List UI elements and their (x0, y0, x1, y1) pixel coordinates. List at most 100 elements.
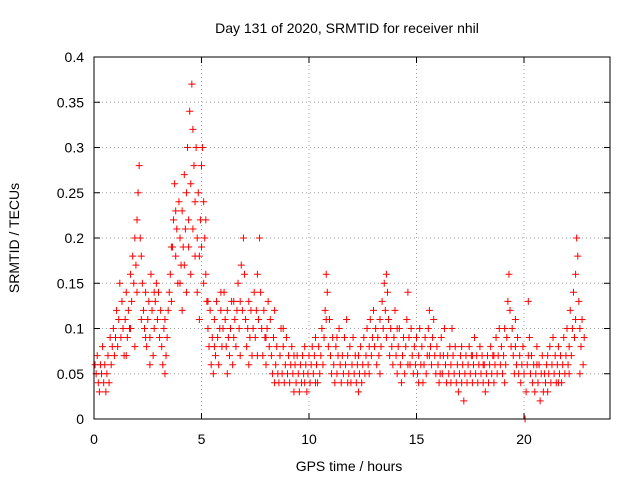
data-point (104, 352, 112, 360)
data-point (172, 252, 180, 260)
data-point (182, 189, 190, 197)
data-point (192, 144, 200, 151)
data-point (290, 352, 298, 360)
data-point (143, 343, 151, 351)
data-point (236, 297, 244, 305)
data-point (534, 379, 542, 387)
data-point (144, 315, 152, 323)
data-point (230, 297, 238, 305)
data-point (479, 361, 487, 369)
data-point (511, 315, 519, 323)
data-point (481, 388, 489, 396)
data-point (375, 352, 383, 360)
data-point (391, 306, 399, 314)
data-point (401, 370, 409, 378)
data-point (236, 352, 244, 360)
data-point (225, 352, 233, 360)
data-point (524, 297, 532, 305)
data-point (311, 334, 319, 342)
data-point (422, 370, 430, 378)
data-point (554, 343, 562, 351)
data-point (569, 288, 577, 296)
data-point (531, 388, 539, 396)
data-point (235, 325, 243, 332)
data-point (357, 343, 365, 351)
data-point (390, 334, 398, 342)
data-point (127, 270, 135, 278)
data-point (490, 352, 498, 360)
x-axis-label: GPS time / hours (296, 458, 403, 474)
x-tick-label: 0 (90, 431, 98, 447)
data-point (425, 306, 433, 314)
data-point (447, 361, 455, 369)
data-point (178, 306, 186, 314)
y-tick-label: 0.1 (65, 321, 85, 337)
data-point (207, 361, 215, 369)
data-point (451, 343, 459, 351)
data-point (210, 315, 218, 323)
tick-labels: 0 0.05 0.1 0.15 0.2 0.25 0.3 0.35 0.4 0 5 10 15 20 (57, 49, 532, 447)
data-point (95, 388, 103, 396)
data-point (252, 306, 260, 314)
data-point (180, 261, 188, 269)
data-point (546, 343, 554, 351)
data-point (231, 315, 239, 323)
data-point (415, 352, 423, 360)
data-point (185, 216, 193, 224)
data-point (211, 352, 219, 360)
data-point (572, 315, 580, 323)
data-point (332, 343, 340, 351)
data-point (237, 261, 245, 269)
data-point (344, 352, 352, 360)
data-point (210, 343, 218, 351)
data-point (373, 361, 381, 369)
data-point (487, 343, 495, 351)
data-point (206, 306, 214, 314)
data-point (436, 370, 444, 378)
data-point (449, 352, 457, 360)
data-point (110, 352, 118, 360)
data-point (377, 343, 385, 351)
data-point (574, 252, 582, 260)
data-point (340, 334, 348, 342)
data-point (204, 325, 212, 332)
data-point (170, 216, 178, 224)
data-point (162, 352, 170, 360)
data-point (576, 370, 584, 378)
data-point (404, 361, 412, 369)
data-point (381, 306, 389, 314)
y-tick-label: 0.35 (57, 94, 84, 110)
data-point (393, 325, 401, 332)
data-point (263, 325, 271, 332)
data-point (560, 334, 568, 342)
data-point (217, 306, 225, 314)
data-point (145, 297, 153, 305)
data-point (499, 370, 506, 378)
data-point (317, 352, 325, 360)
data-point (316, 370, 324, 378)
data-point (397, 379, 405, 387)
data-point (405, 334, 413, 342)
data-point (410, 343, 418, 351)
data-point (354, 388, 362, 396)
data-point (460, 397, 468, 405)
data-point (321, 306, 329, 314)
data-point (213, 297, 221, 305)
data-point (309, 370, 317, 378)
data-point (272, 361, 280, 369)
data-point (533, 361, 541, 369)
data-point (107, 361, 115, 369)
data-point (324, 343, 332, 351)
data-point (434, 361, 442, 369)
data-point (379, 325, 387, 332)
data-point (505, 270, 513, 278)
data-point (199, 144, 207, 151)
data-point (189, 125, 197, 133)
data-point (323, 288, 331, 296)
data-point (214, 334, 222, 342)
data-point (320, 334, 328, 342)
data-point (141, 325, 149, 332)
data-point (243, 343, 251, 351)
data-point (425, 352, 433, 360)
data-point (544, 388, 552, 396)
